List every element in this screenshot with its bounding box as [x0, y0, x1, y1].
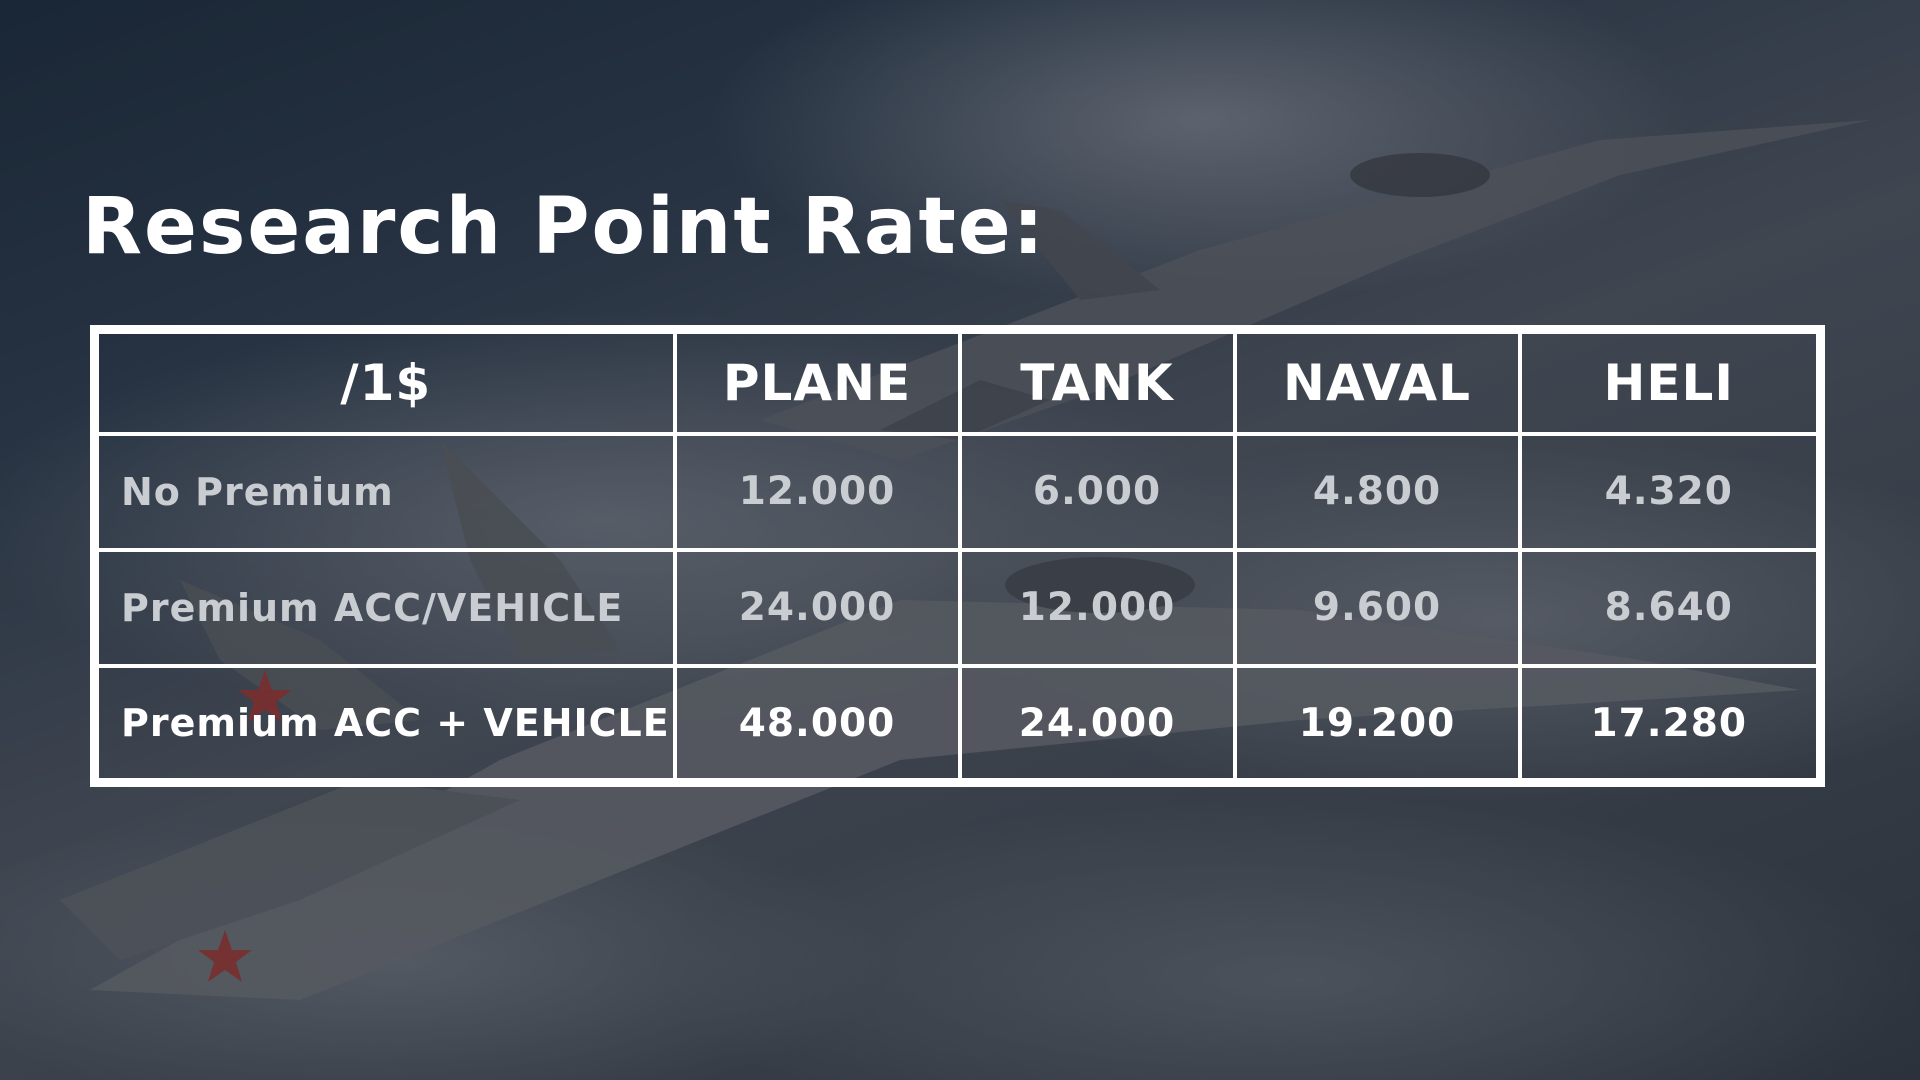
cell-value: 4.320	[1517, 431, 1823, 552]
cell-value: 9.600	[1232, 547, 1522, 669]
table-row: Premium ACC + VEHICLE 48.000 24.000 19.2…	[92, 664, 1823, 785]
cell-value: 24.000	[957, 664, 1237, 785]
header-heli: HELI	[1517, 327, 1823, 436]
cell-value: 8.640	[1517, 547, 1823, 669]
row-label-no-premium: No Premium	[92, 431, 677, 552]
row-label-premium-acc-and-vehicle: Premium ACC + VEHICLE	[92, 664, 677, 785]
table-row: Premium ACC/VEHICLE 24.000 12.000 9.600 …	[92, 547, 1823, 669]
header-plane: PLANE	[672, 327, 962, 436]
cell-value: 19.200	[1232, 664, 1522, 785]
cell-value: 4.800	[1232, 431, 1522, 552]
cell-value: 12.000	[672, 431, 962, 552]
research-rate-table: /1$ PLANE TANK NAVAL HELI No Premium 12.…	[90, 325, 1825, 787]
cell-value: 48.000	[672, 664, 962, 785]
cell-value: 24.000	[672, 547, 962, 669]
header-currency: /1$	[92, 327, 677, 436]
cell-value: 12.000	[957, 547, 1237, 669]
table-header-row: /1$ PLANE TANK NAVAL HELI	[92, 327, 1823, 436]
cell-value: 17.280	[1517, 664, 1823, 785]
page-title: Research Point Rate:	[82, 182, 1046, 272]
row-label-premium-acc-or-vehicle: Premium ACC/VEHICLE	[92, 547, 677, 669]
header-tank: TANK	[957, 327, 1237, 436]
table-row: No Premium 12.000 6.000 4.800 4.320	[92, 431, 1823, 552]
header-naval: NAVAL	[1232, 327, 1522, 436]
cell-value: 6.000	[957, 431, 1237, 552]
